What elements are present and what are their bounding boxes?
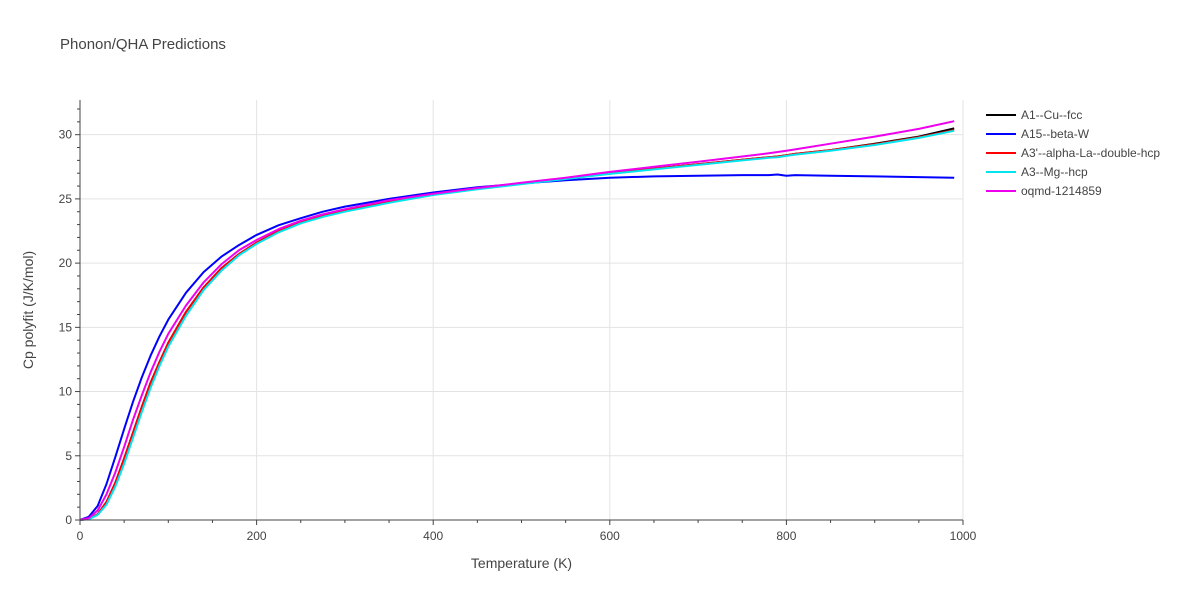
- chart-title: Phonon/QHA Predictions: [60, 36, 226, 53]
- x-tick-label: 600: [600, 529, 620, 543]
- series-line-a3-alpha-la-double-hcp: [79, 129, 955, 521]
- y-tick-label: 5: [65, 449, 72, 463]
- series-line-a3-mg-hcp: [79, 129, 955, 521]
- series-line-oqmd-1214859: [79, 120, 955, 521]
- legend-label: A3'--alpha-La--double-hcp: [1021, 146, 1160, 160]
- y-tick-label: 0: [65, 513, 72, 527]
- grid: [80, 100, 964, 520]
- legend-label: A1--Cu--fcc: [1021, 108, 1082, 122]
- legend-label: A3--Mg--hcp: [1021, 165, 1088, 179]
- x-tick-label: 800: [776, 529, 796, 543]
- legend-item[interactable]: oqmd-1214859: [986, 184, 1102, 198]
- legend-item[interactable]: A15--beta-W: [986, 127, 1090, 141]
- x-tick-label: 0: [77, 529, 84, 543]
- y-tick-label: 20: [59, 256, 73, 270]
- legend-item[interactable]: A3'--alpha-La--double-hcp: [986, 146, 1160, 160]
- legend-label: A15--beta-W: [1021, 127, 1090, 141]
- x-tick-label: 200: [247, 529, 267, 543]
- legend-item[interactable]: A1--Cu--fcc: [986, 108, 1082, 122]
- x-axis-title: Temperature (K): [471, 555, 572, 571]
- series-line-a1-cu-fcc: [79, 127, 955, 521]
- series-line-a15-beta-w: [79, 173, 955, 521]
- legend-label: oqmd-1214859: [1021, 184, 1102, 198]
- y-axis-title: Cp polyfit (J/K/mol): [20, 251, 36, 369]
- x-tick-label: 400: [423, 529, 443, 543]
- y-tick-label: 25: [59, 192, 73, 206]
- legend-item[interactable]: A3--Mg--hcp: [986, 165, 1088, 179]
- y-tick-label: 15: [59, 320, 73, 334]
- series-lines: [79, 120, 955, 521]
- legend[interactable]: A1--Cu--fcc A15--beta-W A3'--alpha-La--dou…: [986, 108, 1160, 198]
- axes: 0 200 400 600 800 1000 0 5 10 15 20 25 30: [59, 100, 977, 543]
- y-tick-label: 30: [59, 128, 73, 142]
- y-tick-label: 10: [59, 385, 73, 399]
- x-tick-label: 1000: [950, 529, 977, 543]
